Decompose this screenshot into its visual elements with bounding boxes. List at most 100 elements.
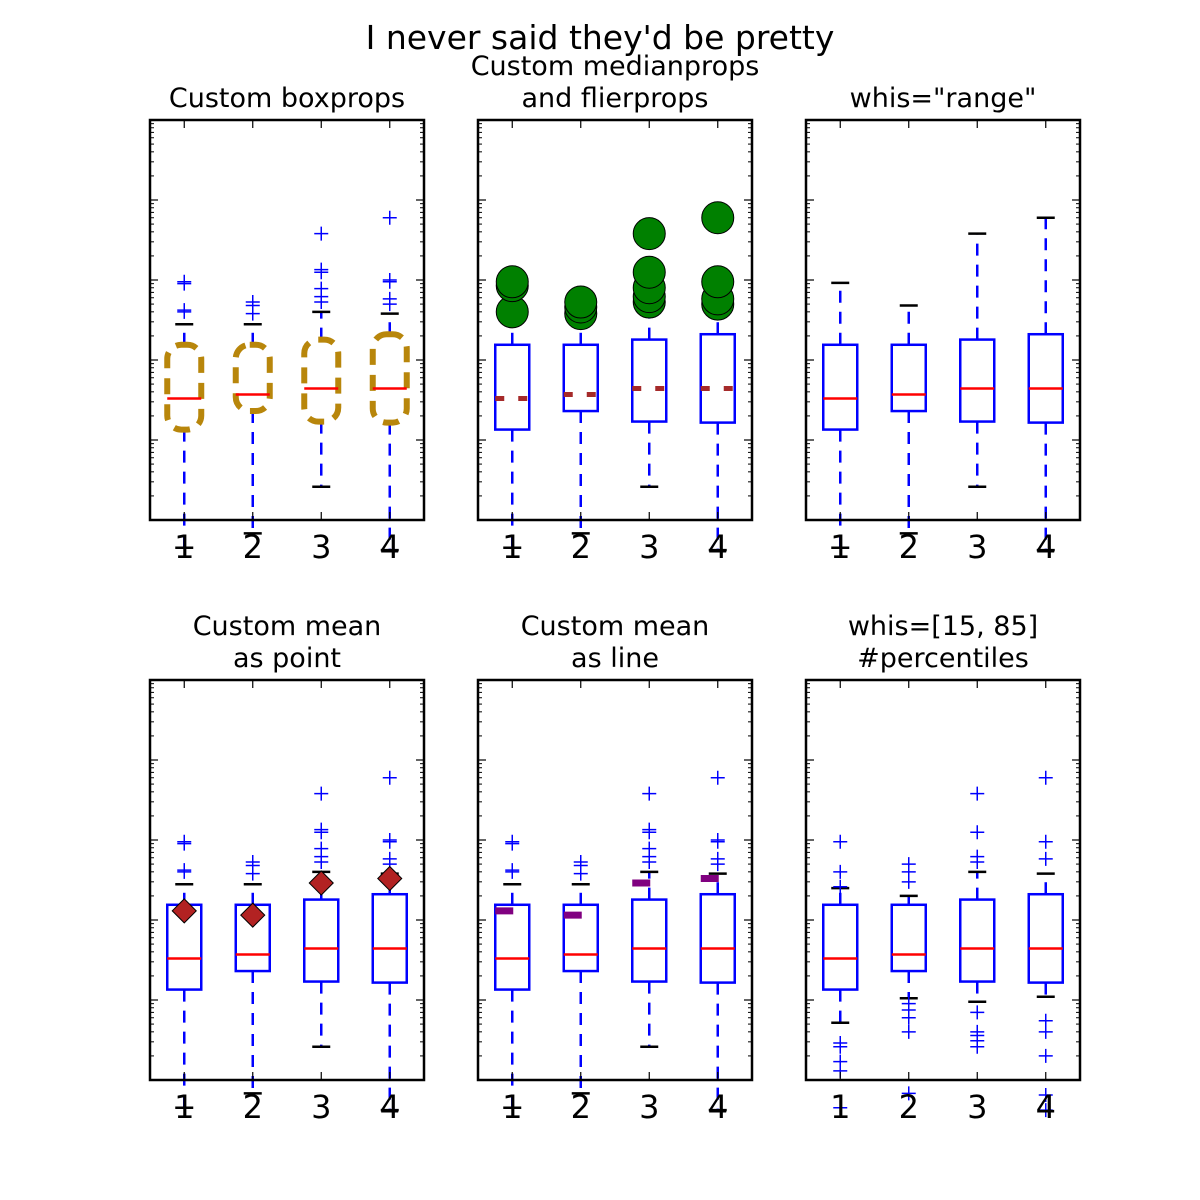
box-group-3: 3 [303,680,340,1126]
flier-point [505,863,520,878]
panel-title: and flierprops [522,83,709,114]
panel-title: as line [571,643,659,674]
x-tick-label: 4 [708,528,728,566]
x-tick-label: 1 [830,1088,850,1126]
flier-point [901,1086,916,1101]
axes-frame [804,678,1082,1082]
box-group-3: 3 [631,680,668,1126]
x-tick-label: 3 [639,528,659,566]
box [303,898,340,983]
x-tick-label: 2 [571,528,591,566]
flier-point [1038,1048,1053,1063]
flier-point [573,855,588,870]
flier-point [970,786,985,801]
flier-point [710,770,725,785]
panel-title: Custom medianprops [471,51,760,82]
x-tick-label: 4 [380,1088,400,1126]
box [822,903,859,991]
flier-point [632,255,666,289]
flier-point [1038,851,1053,866]
box-group-4: 4 [699,120,736,566]
flier-point [970,825,985,840]
flier-point [177,303,192,318]
x-tick-label: 3 [311,1088,331,1126]
box [562,343,599,413]
flier-point [382,210,397,225]
box [1027,892,1064,984]
flier-point [314,262,329,277]
mean-marker [171,898,197,924]
box [890,903,927,973]
box [494,903,531,991]
box [1027,332,1064,424]
flier-point [382,770,397,785]
box-group-1: 1 [494,120,531,566]
box [232,341,273,415]
flier-point [970,849,985,864]
flier-point [382,291,397,306]
flier-point [314,822,329,837]
flier-point [710,833,725,847]
box-group-1: 1 [166,680,203,1126]
axes-frame [476,678,754,1082]
flier-point [1038,834,1053,849]
box [164,341,205,433]
flier-point [833,1100,848,1115]
x-tick-label: 3 [967,1088,987,1126]
flier-point [505,834,520,849]
flier-point [177,274,192,289]
box [562,903,599,973]
flier-point [177,834,192,849]
x-tick-label: 1 [502,1088,522,1126]
flier-point [382,851,397,866]
flier-point [564,285,598,319]
flier-point [314,281,329,296]
flier-point [833,879,848,894]
flier-point [833,864,848,879]
flier-point [382,273,397,287]
flier-point [642,786,657,801]
flier-point [901,1024,916,1039]
box-group-3: 3 [631,120,668,566]
chart-panel-1: Custom boxprops 1 2 3 4 [148,83,426,566]
box-group-3: 3 [959,680,996,1126]
flier-point [970,1005,985,1020]
flier-point [1038,1013,1053,1028]
flier-point [314,841,329,856]
flier-point [901,996,916,1011]
box-group-2: 2 [890,680,927,1126]
flier-point [314,226,329,241]
box-group-2: 2 [562,120,599,566]
panel-title: #percentiles [857,643,1029,674]
box [631,898,668,983]
flier-point [901,857,916,872]
flier-point [495,265,529,299]
axes-frame [148,118,426,522]
box [369,331,410,426]
panel-title: whis="range" [850,83,1037,114]
x-tick-label: 4 [380,528,400,566]
x-tick-label: 2 [571,1088,591,1126]
box-group-4: 4 [699,680,736,1126]
panel-title: Custom boxprops [169,83,405,114]
flier-point [833,834,848,849]
flier-point [642,822,657,837]
box-group-1: 1 [164,120,205,566]
box [699,892,736,984]
flier-point [314,786,329,801]
x-tick-label: 1 [174,528,194,566]
x-tick-label: 3 [639,1088,659,1126]
box-group-4: 4 [371,680,408,1126]
box [959,338,996,423]
box [631,338,668,423]
x-tick-label: 2 [243,528,263,566]
box-group-4: 4 [1027,120,1064,566]
flier-point [833,1054,848,1069]
flier-point [710,851,725,866]
flier-point [177,863,192,878]
box [822,343,859,431]
axes-frame [804,118,1082,522]
x-tick-label: 1 [502,528,522,566]
